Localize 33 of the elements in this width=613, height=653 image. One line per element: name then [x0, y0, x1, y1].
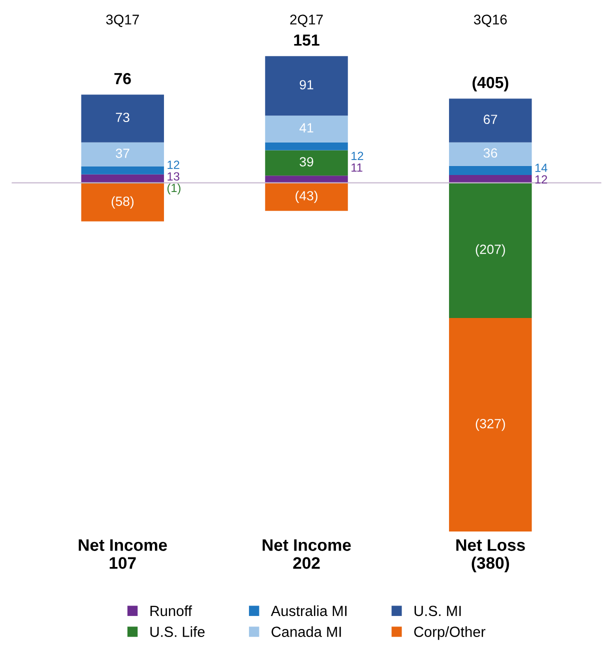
- data-label: 14: [535, 164, 548, 172]
- data-label: 91: [300, 80, 314, 90]
- total-label: 76: [114, 72, 131, 84]
- data-label: (207): [476, 244, 505, 257]
- x-tick-label: 3Q17: [106, 14, 139, 27]
- data-label: 67: [484, 114, 498, 124]
- data-label: 13: [168, 172, 180, 181]
- text: Net Income 202: [262, 539, 351, 569]
- legend-label: Canada MI: [272, 626, 341, 637]
- data-label: 73: [116, 112, 130, 122]
- data-label: 12: [168, 160, 180, 169]
- legend-label: Runoff: [150, 605, 192, 616]
- x-tick-label: 2Q17: [290, 14, 323, 27]
- data-label: 12: [352, 152, 364, 160]
- x-tick-label: 3Q16: [474, 14, 507, 27]
- data-label: 37: [116, 148, 130, 158]
- legend-label: U.S. Life: [150, 626, 205, 637]
- data-label: (327): [476, 418, 505, 431]
- data-label: 39: [300, 157, 314, 166]
- text: Net Loss (380): [456, 539, 525, 572]
- total-label: (405): [472, 76, 508, 92]
- legend-label: Corp/Other: [414, 626, 486, 640]
- legend-label: Australia MI: [270, 605, 346, 616]
- total-label: 151: [294, 34, 320, 46]
- data-label: (58): [112, 196, 134, 209]
- legend-label: U.S. MI: [414, 606, 461, 616]
- data-label: (1): [167, 183, 180, 194]
- data-label: 41: [299, 123, 314, 132]
- text: Net Income 107: [78, 539, 167, 569]
- data-label: 36: [484, 148, 498, 158]
- data-label: 12: [535, 175, 548, 184]
- data-label: 11: [352, 163, 362, 172]
- data-label: (43): [296, 190, 318, 204]
